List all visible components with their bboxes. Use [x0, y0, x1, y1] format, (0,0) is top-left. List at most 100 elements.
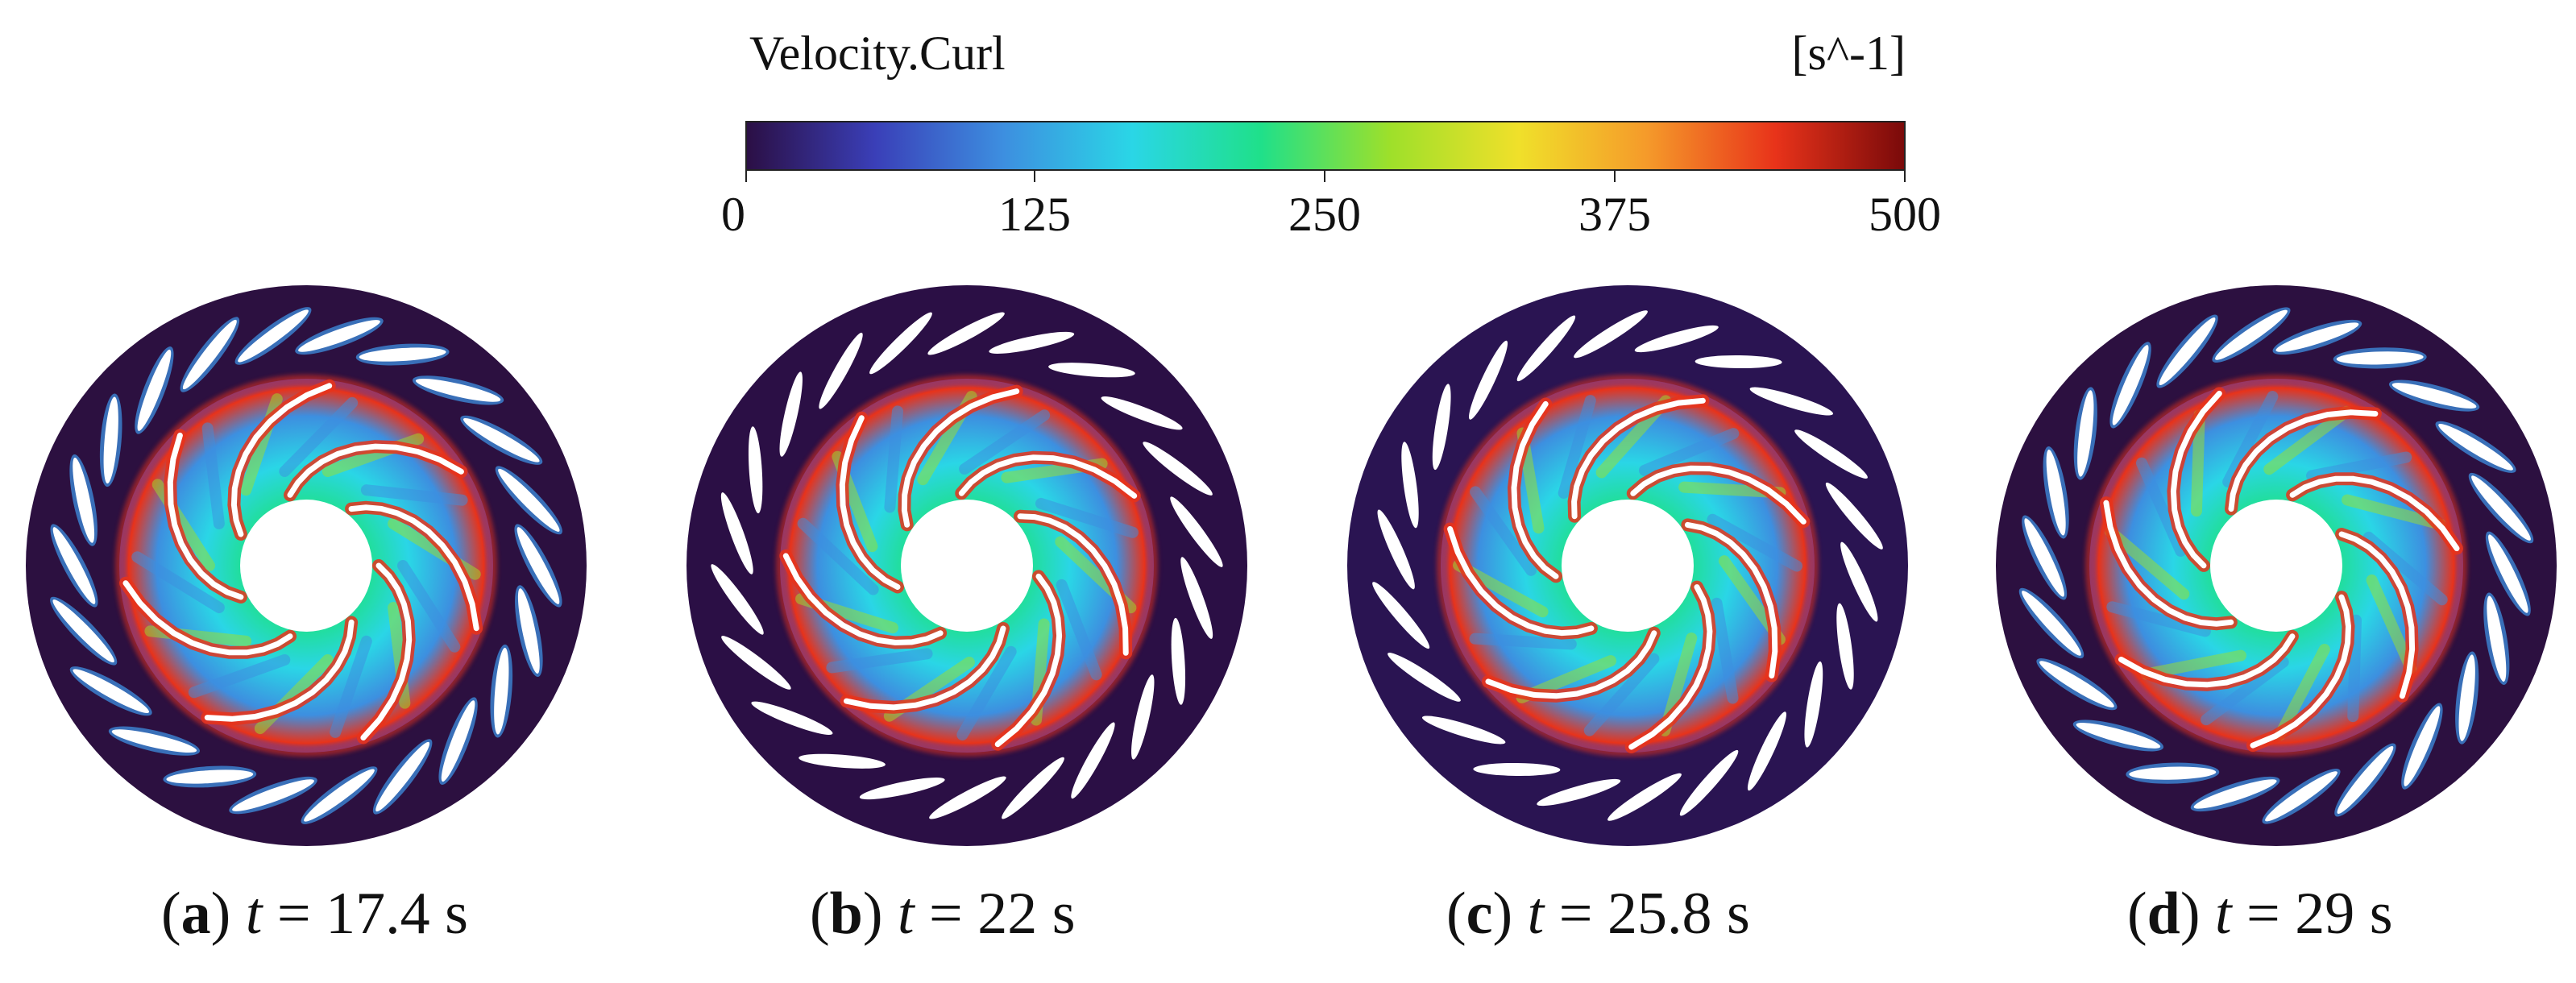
diffuser-vane — [1421, 715, 1506, 745]
diffuser-vane — [1180, 557, 1213, 639]
impeller-blade — [287, 443, 464, 498]
diffuser-vane — [2126, 762, 2220, 784]
diffuser-vane — [355, 343, 450, 366]
diffuser-vane — [1469, 340, 1508, 420]
diffuser-vane — [495, 466, 562, 535]
diffuser-vane — [2212, 307, 2291, 363]
impeller-blade — [122, 580, 293, 656]
impeller-blade — [1684, 521, 1778, 679]
diffuser-vane — [1171, 617, 1186, 705]
diffuser-vane — [1836, 603, 1854, 690]
colorbar-title: Velocity.Curl — [749, 27, 1006, 80]
colorbar — [745, 121, 1906, 171]
diffuser-vane — [2334, 743, 2396, 817]
diffuser-vane — [2262, 769, 2341, 824]
diffuser-vane — [2018, 587, 2084, 659]
diffuser-vane — [1840, 541, 1878, 622]
diffuser-vane — [2036, 658, 2118, 711]
impeller-hub — [2210, 500, 2342, 632]
impeller-blade — [2170, 390, 2222, 569]
diffuser-vane — [859, 778, 945, 800]
diffuser-vane — [438, 697, 478, 785]
impeller-blade — [2250, 594, 2352, 749]
diffuser-vane — [1679, 749, 1739, 816]
impeller-hub — [901, 500, 1033, 632]
diffuser-vane — [751, 701, 833, 735]
diffuser-vane — [1432, 384, 1451, 471]
impeller-blade — [2338, 531, 2416, 699]
impeller-contour-b — [687, 285, 1247, 846]
caption-c: (c) t = 25.8 s — [1446, 881, 1750, 947]
caption-time-var: t — [1527, 881, 1545, 947]
impeller-blade — [844, 625, 1006, 711]
colorbar-tick-label: 500 — [1869, 188, 1941, 241]
diffuser-vane — [2401, 703, 2443, 790]
diffuser-vane — [515, 585, 543, 678]
caption-d: (d) t = 29 s — [2127, 881, 2393, 947]
diffuser-vane — [163, 765, 257, 788]
impeller-blade — [348, 504, 479, 632]
diffuser-vane — [929, 776, 1006, 819]
colorbar-tick-label: 375 — [1578, 188, 1651, 241]
diffuser-vane — [1401, 442, 1419, 529]
diffuser-vane — [1071, 722, 1115, 799]
diffuser-vane — [1607, 773, 1682, 821]
diffuser-vane — [234, 307, 312, 365]
impeller-blade — [360, 562, 413, 740]
diffuser-vane — [2190, 776, 2280, 812]
impeller-blade — [782, 553, 944, 646]
diffuser-vane — [1143, 442, 1213, 496]
diffuser-vane — [1131, 674, 1155, 760]
impeller-blade — [1628, 584, 1713, 750]
diffuser-vane — [69, 454, 97, 546]
caption-time-var: t — [2214, 881, 2232, 947]
diffuser-vane — [1574, 310, 1648, 359]
diffuser-vane — [460, 415, 543, 465]
caption-a: (a) t = 17.4 s — [161, 881, 468, 947]
diffuser-vane — [301, 766, 378, 824]
diffuser-vane — [2333, 347, 2427, 369]
caption-time-var: t — [245, 881, 263, 947]
diffuser-vane — [1002, 757, 1064, 819]
impeller-contour-c — [1347, 285, 1908, 846]
impeller-hub — [1562, 500, 1694, 632]
diffuser-vane — [180, 317, 240, 392]
contour-panel-a — [16, 284, 596, 848]
diffuser-vane — [490, 644, 513, 738]
diffuser-vane — [1170, 496, 1223, 567]
caption-b: (b) t = 22 s — [810, 881, 1076, 947]
diffuser-vane — [748, 426, 763, 514]
diffuser-vane — [514, 524, 562, 608]
diffuser-vane — [799, 753, 886, 769]
diffuser-vane — [2043, 446, 2069, 539]
diffuser-vane — [819, 332, 863, 409]
contour-panel-b — [677, 284, 1257, 848]
diffuser-vane — [1804, 661, 1823, 748]
impeller-blade — [204, 619, 355, 722]
impeller-blade — [2118, 633, 2296, 688]
contour-panel-d — [1986, 284, 2566, 848]
diffuser-vane — [2072, 720, 2164, 752]
diffuser-vane — [229, 776, 317, 815]
diffuser-vane — [721, 636, 791, 690]
colorbar-unit: [s^-1] — [1791, 27, 1906, 80]
impeller-blade — [2289, 475, 2460, 552]
caption-time-value: = 22 s — [929, 881, 1076, 947]
diffuser-vane — [1377, 509, 1415, 590]
diffuser-vane — [2109, 342, 2151, 429]
contour-panel-c — [1338, 284, 1918, 848]
diffuser-vane — [2435, 421, 2516, 473]
colorbar-tick-label: 250 — [1288, 188, 1361, 241]
diffuser-vane — [2468, 472, 2534, 544]
diffuser-vane — [295, 317, 384, 355]
diffuser-vane — [1747, 711, 1786, 791]
diffuser-vane — [2483, 592, 2510, 685]
diffuser-vane — [720, 492, 753, 574]
diffuser-vane — [1473, 762, 1561, 777]
diffuser-vane — [50, 596, 118, 666]
impeller-blade — [167, 432, 244, 600]
caption-letter: c — [1466, 881, 1493, 947]
impeller-blade — [1511, 400, 1559, 579]
caption-letter: d — [2147, 881, 2180, 947]
impeller-contour-a — [26, 285, 587, 846]
